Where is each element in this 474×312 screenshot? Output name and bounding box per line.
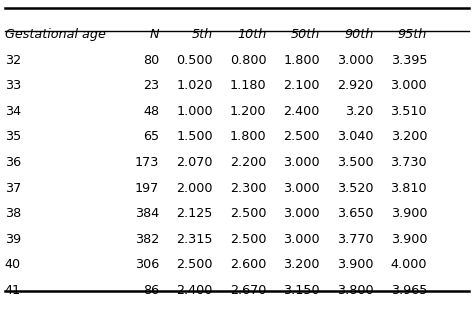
Text: 3.000: 3.000	[283, 182, 320, 195]
Text: 3.000: 3.000	[391, 79, 427, 92]
Text: 1.800: 1.800	[283, 54, 320, 67]
Text: 1.500: 1.500	[176, 130, 213, 144]
Text: 2.600: 2.600	[230, 258, 266, 271]
Text: 37: 37	[5, 182, 21, 195]
Text: 41: 41	[5, 284, 21, 297]
Text: 3.150: 3.150	[283, 284, 320, 297]
Text: 23: 23	[143, 79, 159, 92]
Text: 40: 40	[5, 258, 21, 271]
Text: 197: 197	[135, 182, 159, 195]
Text: 2.100: 2.100	[283, 79, 320, 92]
Text: 173: 173	[135, 156, 159, 169]
Text: 33: 33	[5, 79, 21, 92]
Text: 3.770: 3.770	[337, 233, 374, 246]
Text: 3.000: 3.000	[283, 233, 320, 246]
Text: 5th: 5th	[191, 28, 213, 41]
Text: 3.810: 3.810	[391, 182, 427, 195]
Text: 2.315: 2.315	[176, 233, 213, 246]
Text: 90th: 90th	[344, 28, 374, 41]
Text: 86: 86	[143, 284, 159, 297]
Text: 382: 382	[135, 233, 159, 246]
Text: 3.520: 3.520	[337, 182, 374, 195]
Text: 3.900: 3.900	[337, 258, 374, 271]
Text: 1.020: 1.020	[176, 79, 213, 92]
Text: 34: 34	[5, 105, 21, 118]
Text: 2.300: 2.300	[230, 182, 266, 195]
Text: 384: 384	[135, 207, 159, 220]
Text: 2.000: 2.000	[176, 182, 213, 195]
Text: 3.200: 3.200	[391, 130, 427, 144]
Text: 39: 39	[5, 233, 21, 246]
Text: 2.200: 2.200	[230, 156, 266, 169]
Text: 2.500: 2.500	[230, 233, 266, 246]
Text: 4.000: 4.000	[391, 258, 427, 271]
Text: 2.400: 2.400	[176, 284, 213, 297]
Text: 3.040: 3.040	[337, 130, 374, 144]
Text: 1.000: 1.000	[176, 105, 213, 118]
Text: 2.500: 2.500	[283, 130, 320, 144]
Text: 1.200: 1.200	[230, 105, 266, 118]
Text: 3.000: 3.000	[283, 156, 320, 169]
Text: N: N	[150, 28, 159, 41]
Text: 3.000: 3.000	[283, 207, 320, 220]
Text: 3.650: 3.650	[337, 207, 374, 220]
Text: 10th: 10th	[237, 28, 266, 41]
Text: 306: 306	[135, 258, 159, 271]
Text: 2.670: 2.670	[230, 284, 266, 297]
Text: 3.900: 3.900	[391, 233, 427, 246]
Text: Gestational age: Gestational age	[5, 28, 106, 41]
Text: 3.800: 3.800	[337, 284, 374, 297]
Text: 1.180: 1.180	[230, 79, 266, 92]
Text: 2.500: 2.500	[176, 258, 213, 271]
Text: 3.20: 3.20	[345, 105, 374, 118]
Text: 36: 36	[5, 156, 21, 169]
Text: 2.920: 2.920	[337, 79, 374, 92]
Text: 32: 32	[5, 54, 21, 67]
Text: 0.800: 0.800	[230, 54, 266, 67]
Text: 65: 65	[143, 130, 159, 144]
Text: 38: 38	[5, 207, 21, 220]
Text: 1.800: 1.800	[230, 130, 266, 144]
Text: 2.500: 2.500	[230, 207, 266, 220]
Text: 80: 80	[143, 54, 159, 67]
Text: 2.400: 2.400	[283, 105, 320, 118]
Text: 3.900: 3.900	[391, 207, 427, 220]
Text: 95th: 95th	[398, 28, 427, 41]
Text: 3.510: 3.510	[391, 105, 427, 118]
Text: 50th: 50th	[291, 28, 320, 41]
Text: 3.730: 3.730	[391, 156, 427, 169]
Text: 2.125: 2.125	[176, 207, 213, 220]
Text: 0.500: 0.500	[176, 54, 213, 67]
Text: 3.395: 3.395	[391, 54, 427, 67]
Text: 3.000: 3.000	[337, 54, 374, 67]
Text: 2.070: 2.070	[176, 156, 213, 169]
Text: 35: 35	[5, 130, 21, 144]
Text: 3.500: 3.500	[337, 156, 374, 169]
Text: 3.965: 3.965	[391, 284, 427, 297]
Text: 48: 48	[143, 105, 159, 118]
Text: 3.200: 3.200	[283, 258, 320, 271]
